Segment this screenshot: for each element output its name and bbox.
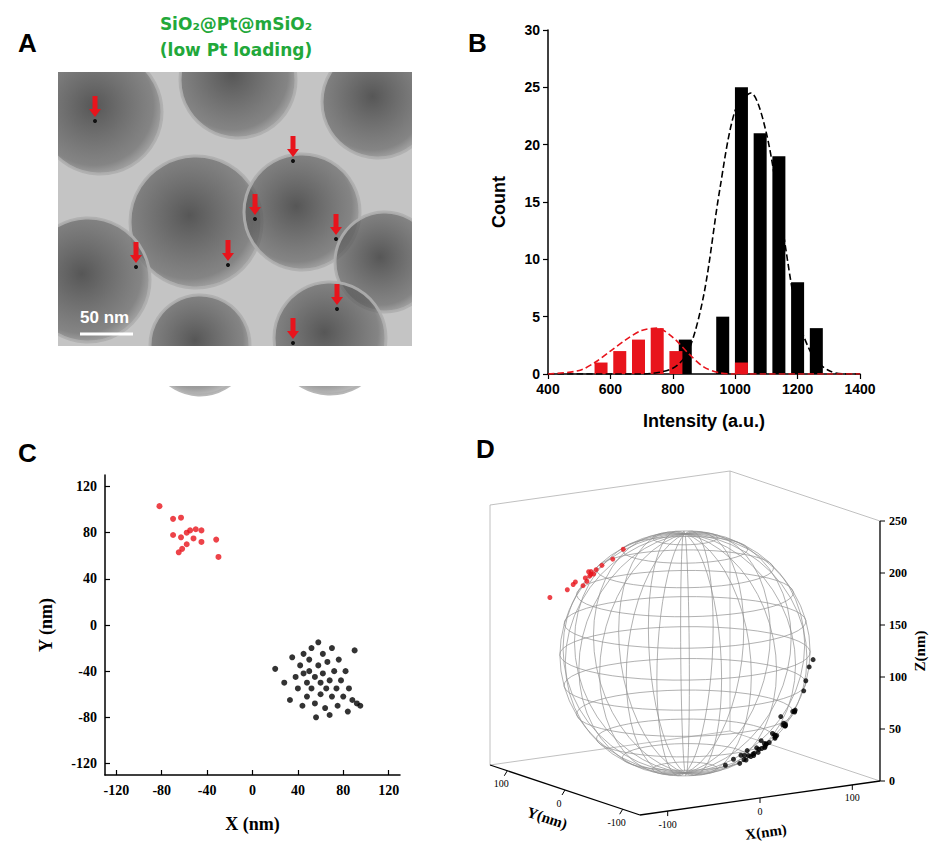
svg-text:0: 0 bbox=[889, 774, 895, 788]
svg-text:-80: -80 bbox=[152, 783, 171, 798]
svg-text:25: 25 bbox=[524, 79, 540, 95]
svg-text:-40: -40 bbox=[198, 783, 217, 798]
svg-text:10: 10 bbox=[524, 251, 540, 267]
svg-text:600: 600 bbox=[599, 381, 623, 397]
svg-text:80: 80 bbox=[83, 525, 97, 540]
svg-text:Intensity (a.u.): Intensity (a.u.) bbox=[643, 411, 765, 431]
svg-text:15: 15 bbox=[524, 194, 540, 210]
svg-text:800: 800 bbox=[661, 381, 685, 397]
svg-text:C: C bbox=[18, 438, 37, 468]
svg-text:0: 0 bbox=[249, 783, 256, 798]
svg-text:Z(nm): Z(nm) bbox=[912, 631, 929, 672]
svg-text:-40: -40 bbox=[78, 664, 97, 679]
svg-text:30: 30 bbox=[524, 22, 540, 38]
svg-text:X (nm): X (nm) bbox=[225, 814, 280, 835]
svg-text:SiO₂@Pt@mSiO₂: SiO₂@Pt@mSiO₂ bbox=[160, 14, 312, 34]
svg-text:-100: -100 bbox=[659, 819, 677, 830]
svg-text:Count: Count bbox=[489, 176, 509, 228]
svg-text:A: A bbox=[18, 28, 37, 58]
svg-text:0: 0 bbox=[532, 366, 540, 382]
svg-text:250: 250 bbox=[889, 514, 907, 528]
svg-text:20: 20 bbox=[524, 137, 540, 153]
svg-text:D: D bbox=[476, 434, 495, 464]
svg-text:(low Pt loading): (low Pt loading) bbox=[160, 40, 312, 60]
svg-text:X(nm): X(nm) bbox=[744, 821, 788, 844]
svg-text:-120: -120 bbox=[104, 783, 130, 798]
svg-text:1200: 1200 bbox=[782, 381, 813, 397]
svg-text:0: 0 bbox=[90, 618, 97, 633]
svg-text:5: 5 bbox=[532, 309, 540, 325]
svg-text:80: 80 bbox=[336, 783, 350, 798]
svg-text:-100: -100 bbox=[608, 817, 626, 828]
svg-text:150: 150 bbox=[889, 618, 907, 632]
svg-text:120: 120 bbox=[378, 783, 399, 798]
svg-text:-80: -80 bbox=[78, 710, 97, 725]
svg-text:B: B bbox=[468, 28, 487, 58]
svg-text:Y(nm): Y(nm) bbox=[524, 804, 569, 833]
svg-text:100: 100 bbox=[494, 778, 509, 789]
svg-text:0: 0 bbox=[557, 798, 562, 809]
svg-text:40: 40 bbox=[83, 571, 97, 586]
svg-text:40: 40 bbox=[291, 783, 305, 798]
svg-text:-120: -120 bbox=[71, 756, 97, 771]
svg-text:50: 50 bbox=[889, 722, 901, 736]
svg-text:1400: 1400 bbox=[844, 381, 875, 397]
svg-text:100: 100 bbox=[845, 792, 860, 803]
svg-text:Y (nm): Y (nm) bbox=[36, 598, 57, 652]
svg-text:120: 120 bbox=[76, 479, 97, 494]
svg-text:50 nm: 50 nm bbox=[80, 308, 129, 327]
svg-text:0: 0 bbox=[758, 806, 763, 817]
svg-text:400: 400 bbox=[536, 381, 560, 397]
svg-text:200: 200 bbox=[889, 566, 907, 580]
svg-text:100: 100 bbox=[889, 670, 907, 684]
svg-text:1000: 1000 bbox=[720, 381, 751, 397]
